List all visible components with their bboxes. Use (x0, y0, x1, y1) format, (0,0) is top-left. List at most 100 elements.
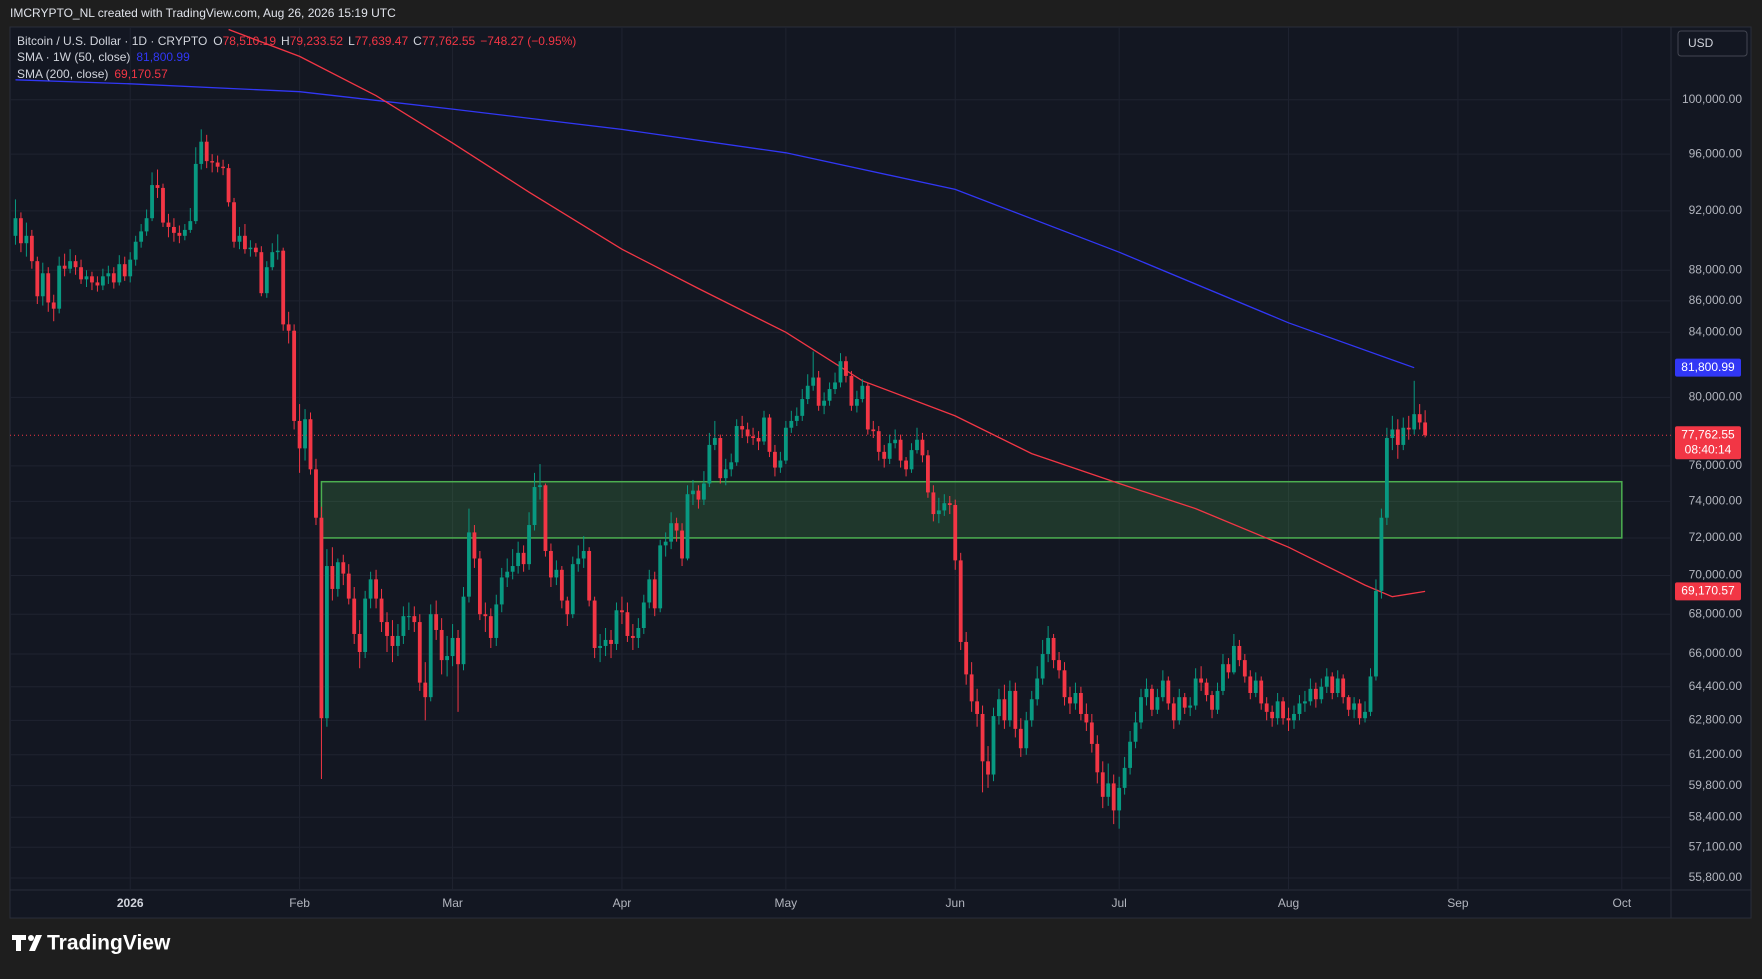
candle-body (532, 487, 537, 526)
candle-body (1242, 660, 1247, 677)
candle-body (931, 492, 936, 515)
candle-body (1248, 676, 1253, 693)
candle-body (84, 276, 89, 280)
candle-body (51, 302, 56, 309)
candle-body (1046, 637, 1051, 655)
candle-body (1062, 670, 1067, 698)
y-tick-label: 66,000.00 (1689, 646, 1743, 660)
candle-body (860, 385, 865, 400)
legend-title: Bitcoin / U.S. Dollar · 1D · CRYPTO (17, 34, 207, 48)
candle-body (1379, 517, 1384, 591)
candle-body (1024, 720, 1029, 749)
candle-body (882, 451, 887, 459)
candle-body (488, 616, 493, 638)
candle-body (691, 490, 695, 495)
candle-body (1352, 703, 1357, 710)
brand-logo (12, 935, 42, 951)
y-tick-label: 62,800.00 (1689, 713, 1743, 727)
candle-body (73, 261, 78, 268)
candle-body (19, 218, 23, 244)
x-tick-label: Oct (1612, 896, 1631, 910)
candle-body (1330, 676, 1335, 693)
candle-body (975, 701, 980, 714)
candle-body (1368, 676, 1373, 712)
candle-body (505, 571, 510, 578)
candle-body (90, 276, 94, 283)
candle-body (1160, 680, 1165, 698)
candle-body (549, 550, 553, 578)
y-tick-label: 58,400.00 (1689, 809, 1743, 823)
candle-body (751, 436, 755, 439)
candle-body (79, 267, 83, 280)
candle-body (516, 552, 521, 567)
candle-body (876, 431, 881, 452)
sma-badge (1675, 358, 1741, 377)
sma-badge (1675, 582, 1741, 601)
candle-body (1204, 682, 1209, 696)
candle-body (636, 628, 641, 638)
y-tick-label: 86,000.00 (1689, 293, 1743, 307)
candle-body (499, 577, 504, 605)
candle-body (477, 558, 482, 615)
candle-body (1215, 690, 1220, 710)
candle-body (188, 221, 193, 230)
candle-body (226, 168, 231, 203)
currency-label[interactable]: USD (1688, 36, 1714, 50)
candle-body (46, 273, 51, 303)
candle-body (811, 377, 816, 386)
legend-value: 77,762.55 (422, 34, 476, 48)
support-zone (320, 480, 1623, 539)
candle-body (1281, 701, 1285, 719)
candle-body (204, 141, 209, 162)
candle-body (434, 614, 439, 630)
candle-body (1313, 688, 1318, 700)
candle-body (1286, 718, 1291, 721)
candle-body (893, 439, 898, 444)
candle-body (620, 610, 624, 613)
candle-body (199, 141, 204, 164)
candle-body (1040, 654, 1045, 679)
candle-body (1259, 680, 1264, 704)
candle-body (565, 600, 570, 615)
candle-body (707, 444, 712, 484)
candle-body (139, 231, 144, 242)
candle-body (1111, 783, 1116, 811)
candle-body (980, 713, 985, 762)
candle-body (472, 532, 477, 559)
candle-body (368, 579, 373, 599)
last-price-label: 77,762.55 (1681, 427, 1735, 441)
candle-body (942, 503, 947, 511)
candle-body (1122, 767, 1127, 788)
candle-body (161, 187, 165, 223)
candle-body (887, 443, 892, 459)
candle-body (838, 361, 843, 383)
candle-body (428, 614, 433, 698)
candle-body (1193, 678, 1198, 706)
candle-body (450, 637, 455, 657)
candle-body (614, 610, 619, 644)
candle-body (904, 460, 908, 470)
candle-body (445, 656, 450, 661)
brand: TradingView (47, 932, 171, 955)
candle-body (182, 229, 187, 236)
candle-body (133, 241, 138, 260)
last-price-badge (1675, 426, 1741, 460)
y-tick-label: 72,000.00 (1689, 530, 1743, 544)
candle-body (1002, 699, 1007, 721)
candle-body (1013, 690, 1018, 729)
candle-body (789, 420, 794, 428)
currency-button[interactable] (1677, 30, 1748, 57)
candle-body (281, 250, 286, 325)
candle-body (1117, 787, 1122, 811)
y-tick-label: 57,100.00 (1689, 839, 1743, 853)
candle-body (379, 598, 384, 623)
candle-body (1264, 703, 1269, 712)
candle-body (936, 510, 941, 515)
candle-body (729, 462, 734, 470)
candle-body (986, 761, 990, 775)
candle-body (319, 517, 324, 719)
candle-body (1035, 678, 1040, 700)
candle-body (1177, 697, 1182, 721)
